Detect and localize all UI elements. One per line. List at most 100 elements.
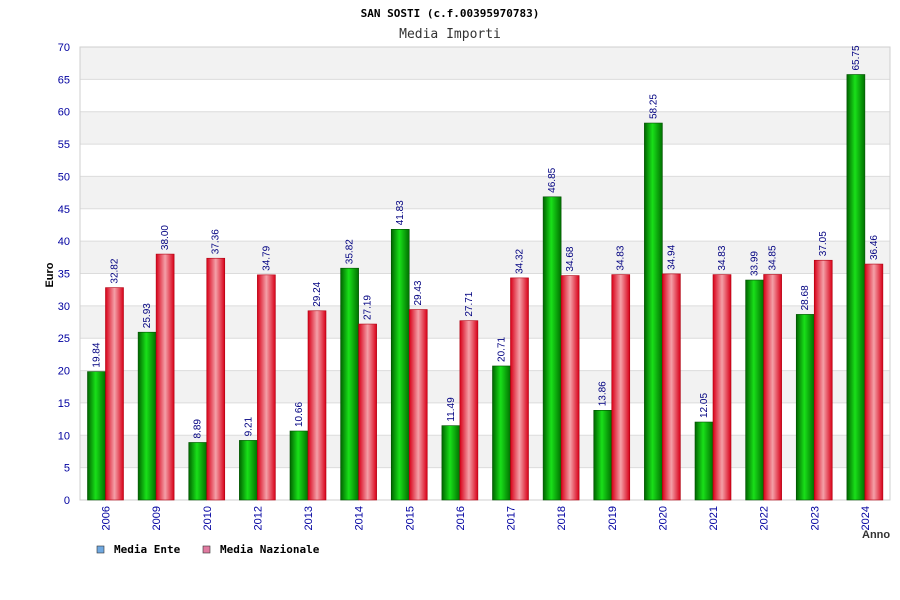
- data-label: 34.83: [616, 245, 627, 270]
- y-tick-label: 20: [58, 366, 70, 378]
- legend-label-media-ente: Media Ente: [114, 543, 181, 556]
- bar-media-ente: [441, 425, 461, 501]
- y-tick-label: 10: [58, 430, 70, 442]
- x-tick-label: 2017: [506, 506, 518, 530]
- data-label: 12.05: [699, 393, 710, 418]
- data-label: 27.19: [363, 295, 374, 320]
- y-tick-label: 50: [58, 171, 70, 183]
- y-tick-label: 55: [58, 139, 70, 151]
- legend-label-media-nazionale: Media Nazionale: [220, 543, 320, 556]
- data-label: 38.00: [160, 225, 171, 250]
- legend: Media Ente Media Nazionale: [96, 543, 320, 556]
- data-label: 11.49: [446, 397, 457, 422]
- data-label: 34.32: [515, 248, 526, 273]
- y-tick-label: 0: [64, 495, 70, 507]
- grid-band: [80, 208, 890, 242]
- bar-media-ente: [87, 371, 106, 501]
- data-label: 35.82: [345, 239, 356, 264]
- x-axis-label: Anno: [862, 529, 890, 541]
- bar-media-ente: [390, 229, 410, 501]
- x-tick-label: 2013: [303, 506, 315, 530]
- data-label: 8.89: [193, 419, 204, 439]
- bar-media-nazionale: [206, 257, 226, 501]
- data-label: 27.71: [464, 291, 475, 316]
- y-tick-label: 60: [58, 107, 70, 119]
- data-label: 58.25: [648, 94, 659, 119]
- bar-media-nazionale: [307, 310, 327, 501]
- bar-media-ente: [492, 365, 511, 501]
- bar-media-ente: [795, 314, 815, 501]
- x-tick-label: 2021: [708, 506, 720, 530]
- data-label: 34.83: [717, 245, 728, 270]
- bars: 19.84 25.93 8.89 9.21 10.66 35.82 41.83 11.49 20…: [87, 45, 884, 501]
- data-label: 9.21: [243, 416, 254, 436]
- data-label: 29.43: [413, 280, 424, 305]
- data-label: 34.68: [565, 246, 576, 271]
- x-axis: 2006 2009 2010 2012 2013 2014 2015 2016 2017 2018…: [101, 506, 872, 530]
- bar-media-ente: [745, 279, 764, 501]
- data-label: 36.46: [869, 235, 880, 260]
- data-label: 37.36: [211, 229, 222, 254]
- data-label: 28.68: [800, 285, 811, 310]
- chart-subtitle: Media Importi: [399, 27, 501, 42]
- bar-media-ente: [593, 410, 613, 501]
- data-label: 65.75: [851, 45, 862, 70]
- data-label: 19.84: [92, 342, 103, 367]
- data-label: 32.82: [110, 258, 121, 283]
- bar-media-ente: [846, 74, 866, 501]
- x-tick-label: 2023: [809, 506, 821, 530]
- bar-media-nazionale: [813, 259, 833, 501]
- x-tick-label: 2015: [404, 506, 416, 530]
- bar-media-nazionale: [358, 323, 377, 501]
- bar-media-nazionale: [257, 274, 276, 501]
- bar-media-ente: [289, 430, 309, 501]
- y-axis-label: Euro: [44, 262, 56, 287]
- data-label: 34.85: [768, 245, 779, 270]
- bar-media-ente: [239, 440, 258, 501]
- data-label: 13.86: [598, 381, 609, 406]
- grid-band: [80, 111, 890, 145]
- x-tick-label: 2022: [759, 506, 771, 530]
- data-label: 25.93: [142, 303, 153, 328]
- grid-band: [80, 79, 890, 112]
- bar-media-ente: [340, 267, 359, 501]
- y-tick-label: 45: [58, 204, 70, 216]
- y-tick-label: 15: [58, 398, 70, 410]
- chart-title: SAN SOSTI (c.f.00395970783): [361, 7, 540, 20]
- y-tick-label: 70: [58, 42, 70, 54]
- bar-media-nazionale: [560, 275, 580, 501]
- grid-band: [80, 176, 890, 209]
- x-tick-label: 2016: [455, 506, 467, 530]
- x-tick-label: 2012: [252, 506, 264, 530]
- data-label: 20.71: [497, 337, 508, 362]
- legend-swatch-media-ente: [96, 545, 105, 554]
- data-label: 10.66: [294, 402, 305, 427]
- x-tick-label: 2009: [151, 506, 163, 530]
- data-label: 41.83: [395, 200, 406, 225]
- data-label: 37.05: [818, 231, 829, 256]
- x-tick-label: 2010: [202, 506, 214, 530]
- x-tick-label: 2024: [860, 506, 872, 530]
- bar-media-nazionale: [763, 274, 782, 501]
- x-tick-label: 2018: [556, 506, 568, 530]
- bar-media-ente: [542, 196, 562, 501]
- bar-media-ente: [137, 331, 157, 501]
- bar-media-ente: [188, 442, 208, 501]
- bar-media-ente: [694, 421, 714, 501]
- bar-media-nazionale: [510, 277, 529, 501]
- bar-media-ente: [644, 122, 663, 501]
- y-tick-label: 30: [58, 301, 70, 313]
- bar-media-nazionale: [712, 274, 732, 501]
- x-tick-label: 2020: [657, 506, 669, 530]
- y-tick-label: 65: [58, 74, 70, 86]
- x-tick-label: 2006: [101, 506, 113, 530]
- y-tick-label: 25: [58, 333, 70, 345]
- bar-media-nazionale: [105, 287, 124, 501]
- y-tick-label: 5: [64, 463, 70, 475]
- plot-frame: [79, 46, 891, 501]
- data-label: 29.24: [312, 281, 323, 306]
- data-label: 46.85: [547, 167, 558, 192]
- y-tick-label: 40: [58, 236, 70, 248]
- x-tick-label: 2014: [354, 506, 366, 530]
